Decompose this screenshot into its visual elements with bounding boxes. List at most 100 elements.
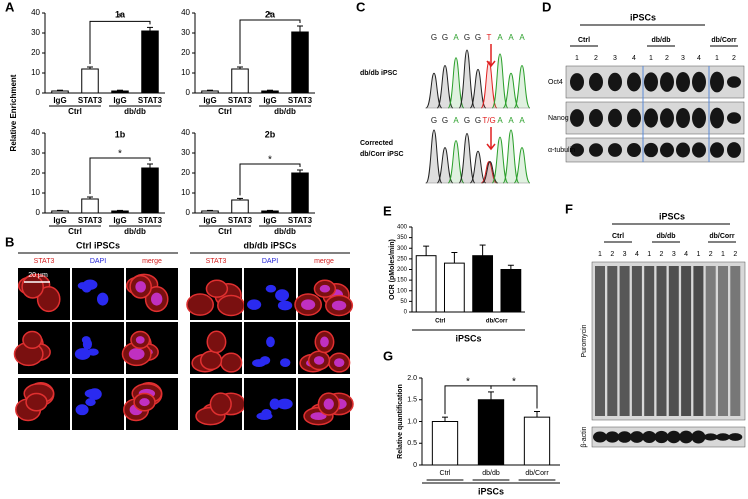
significance-bracket <box>239 163 301 196</box>
dapi-signal <box>313 356 325 365</box>
y-axis-label: OCR (pMoles/min) <box>389 239 396 300</box>
bar <box>81 68 99 94</box>
band <box>710 71 724 93</box>
channel-label: DAPI <box>90 258 106 265</box>
dapi-signal <box>259 356 271 365</box>
y-tick-label: 30 <box>31 28 40 37</box>
x-axis-label: iPSCs <box>478 486 504 496</box>
x-tick-label: db/db <box>482 470 500 477</box>
panel-label: D <box>542 0 551 14</box>
band <box>692 107 706 129</box>
y-tick-label: 30 <box>181 148 190 157</box>
dapi-signal <box>320 336 329 348</box>
y-tick-label: 300 <box>397 246 408 252</box>
y-tick-label: 20 <box>181 168 190 177</box>
subpanel-label: 1b <box>115 129 126 139</box>
dapi-signal <box>135 281 146 293</box>
smear <box>718 266 728 416</box>
band <box>676 71 690 93</box>
lane-number: 3 <box>672 251 676 258</box>
sequence-label: db/db iPSC <box>360 70 397 77</box>
band <box>608 108 622 128</box>
band <box>608 143 622 157</box>
dapi-signal <box>319 284 331 293</box>
bar <box>51 210 69 214</box>
lane-number: 2 <box>594 55 598 62</box>
y-tick-label: 50 <box>400 299 407 305</box>
band <box>644 72 658 92</box>
band <box>676 142 690 158</box>
subpanel-label: 2a <box>265 9 276 19</box>
x-tick-label: STAT3 <box>288 96 313 105</box>
y-tick-label: 1.0 <box>407 418 417 425</box>
bar <box>415 255 437 313</box>
sequence-label: db/Corr iPSC <box>360 151 404 158</box>
row-label: Oct4 <box>548 79 563 86</box>
lane-number: 3 <box>623 251 627 258</box>
x-tick-label: db/Corr <box>525 470 549 477</box>
micrograph <box>72 268 124 320</box>
band <box>692 71 706 93</box>
significance-label: * <box>512 377 516 388</box>
subpanel-label: 2b <box>265 129 276 139</box>
y-tick-label: 350 <box>397 235 408 241</box>
y-tick-label: 30 <box>31 148 40 157</box>
base-call: G <box>475 116 481 125</box>
trace-peak <box>502 72 520 109</box>
lane-number: 4 <box>697 55 701 62</box>
lane-number: 4 <box>635 251 639 258</box>
bar <box>523 416 551 466</box>
x-tick-label: IgG <box>263 96 276 105</box>
group-label: db/db <box>274 107 296 116</box>
significance-label: * <box>118 149 122 160</box>
y-axis-label: Relative Enrichment <box>9 74 18 151</box>
lane-number: 1 <box>721 251 725 258</box>
channel-label: STAT3 <box>34 258 55 265</box>
bar <box>291 172 309 214</box>
stat3-signal <box>206 330 227 354</box>
stat3-signal <box>21 274 44 299</box>
trace-peak <box>480 61 498 109</box>
band <box>644 108 658 128</box>
bar <box>443 262 465 313</box>
lane-number: 3 <box>613 55 617 62</box>
significance-label: * <box>268 11 272 22</box>
group-label: Ctrl <box>68 227 82 236</box>
dapi-signal <box>96 292 109 306</box>
smear <box>644 266 655 416</box>
band <box>589 143 603 157</box>
bar <box>477 399 505 466</box>
bar <box>500 269 522 313</box>
dapi-signal <box>277 398 293 410</box>
bar <box>141 30 159 94</box>
x-tick-label: STAT3 <box>78 216 103 225</box>
band <box>589 108 603 128</box>
band <box>617 431 632 443</box>
y-tick-label: 40 <box>181 128 190 137</box>
base-call: A <box>453 116 459 125</box>
y-axis-label: Relative quantification <box>397 384 404 459</box>
dapi-signal <box>331 300 347 311</box>
band <box>710 142 724 158</box>
band <box>644 142 658 158</box>
base-call: A <box>497 116 503 125</box>
base-call: A <box>497 33 503 42</box>
smear <box>595 266 605 416</box>
dapi-signal <box>266 336 275 348</box>
band <box>589 72 603 92</box>
bar <box>291 31 309 94</box>
y-tick-label: 0.5 <box>407 440 417 447</box>
smear <box>668 266 679 416</box>
base-call: G <box>475 33 481 42</box>
significance-bracket <box>89 20 151 64</box>
trace-peak <box>425 129 443 184</box>
trace-peak <box>469 68 487 109</box>
subpanel-label: 1a <box>115 9 126 19</box>
row-label: α-tubulin <box>548 147 575 154</box>
trace-peak <box>458 49 476 109</box>
y-tick-label: 40 <box>31 8 40 17</box>
trace-peak <box>447 140 465 184</box>
x-tick-label: IgG <box>203 96 216 105</box>
bar <box>231 199 249 214</box>
stat3-signal <box>205 279 229 298</box>
